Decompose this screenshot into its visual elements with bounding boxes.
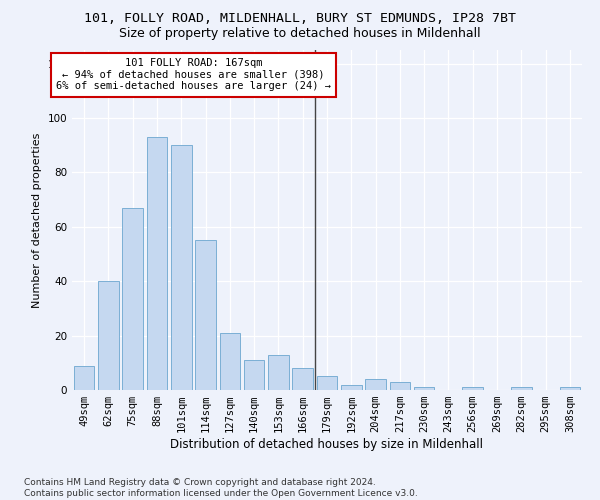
Bar <box>122 208 143 390</box>
Text: 101 FOLLY ROAD: 167sqm
← 94% of detached houses are smaller (398)
6% of semi-det: 101 FOLLY ROAD: 167sqm ← 94% of detached… <box>56 58 331 92</box>
Bar <box>98 281 119 390</box>
Text: Size of property relative to detached houses in Mildenhall: Size of property relative to detached ho… <box>119 28 481 40</box>
Bar <box>74 366 94 390</box>
Bar <box>268 354 289 390</box>
Bar <box>560 388 580 390</box>
Bar <box>146 137 167 390</box>
Text: Contains HM Land Registry data © Crown copyright and database right 2024.
Contai: Contains HM Land Registry data © Crown c… <box>24 478 418 498</box>
Bar <box>341 384 362 390</box>
Bar <box>511 388 532 390</box>
Bar <box>244 360 265 390</box>
Bar <box>414 388 434 390</box>
Bar <box>195 240 216 390</box>
Bar <box>171 145 191 390</box>
Bar <box>389 382 410 390</box>
Bar <box>365 379 386 390</box>
Bar <box>317 376 337 390</box>
Text: 101, FOLLY ROAD, MILDENHALL, BURY ST EDMUNDS, IP28 7BT: 101, FOLLY ROAD, MILDENHALL, BURY ST EDM… <box>84 12 516 26</box>
Bar <box>220 333 240 390</box>
Bar <box>292 368 313 390</box>
Y-axis label: Number of detached properties: Number of detached properties <box>32 132 42 308</box>
Bar <box>463 388 483 390</box>
X-axis label: Distribution of detached houses by size in Mildenhall: Distribution of detached houses by size … <box>170 438 484 451</box>
